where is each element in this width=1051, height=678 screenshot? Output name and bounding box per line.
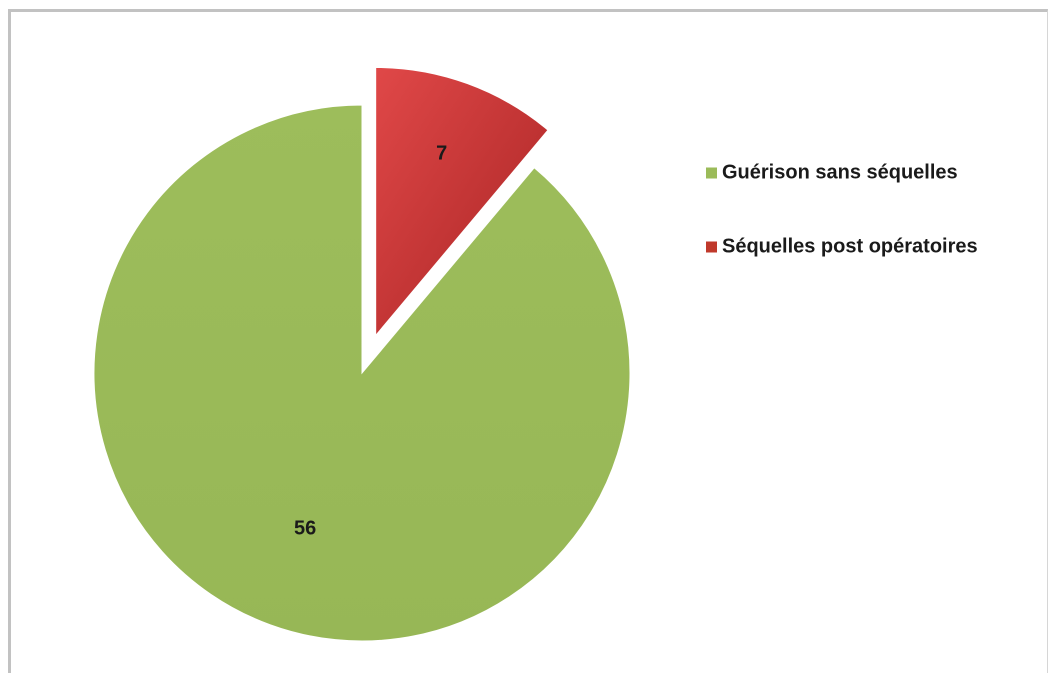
legend-swatch-sequelles-post-operatoires [706, 242, 717, 253]
legend-swatch-guerison-sans-sequelles [706, 168, 717, 179]
pie-slices [94, 67, 630, 641]
pie-slice-guerison-sans-sequelles [94, 105, 630, 641]
legend-label-sequelles-post-operatoires: Séquelles post opératoires [722, 235, 978, 257]
legend-item-guerison-sans-sequelles: Guérison sans séquelles [706, 161, 958, 183]
legend: Guérison sans séquelles Séquelles post op… [706, 161, 978, 257]
legend-label-guerison-sans-sequelles: Guérison sans séquelles [722, 161, 958, 183]
data-label-sequelles-post-operatoires: 7 [436, 142, 447, 164]
legend-item-sequelles-post-operatoires: Séquelles post opératoires [706, 235, 978, 257]
data-label-guerison-sans-sequelles: 56 [294, 517, 316, 539]
